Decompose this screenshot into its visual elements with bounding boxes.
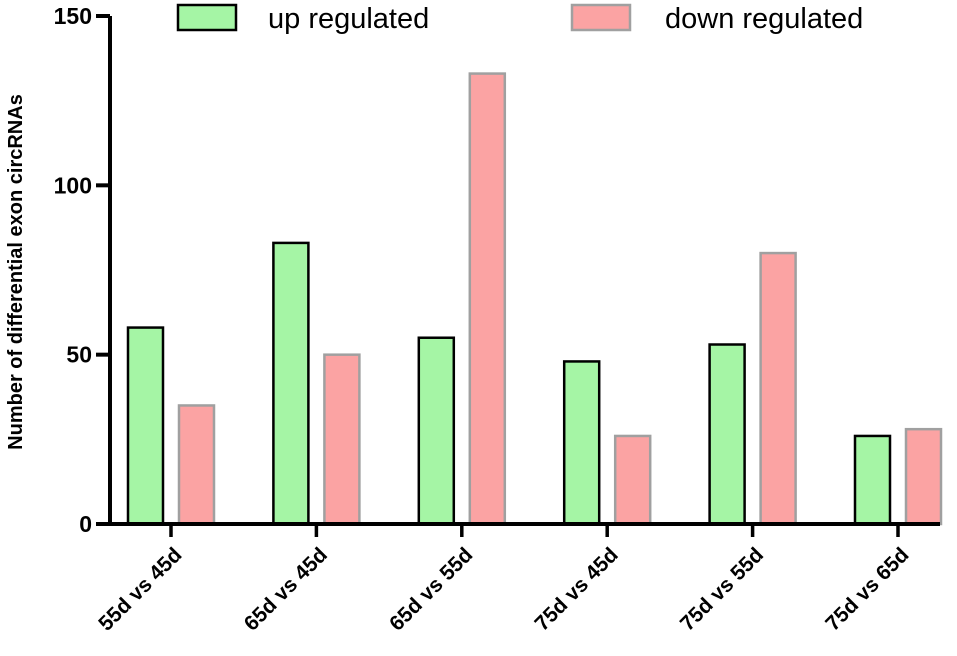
bar-down-5 [759,251,797,526]
plot-area: 0 50 100 150 55d vs 45d 65d vs 45d 65d vs 55d 7… [54,3,943,635]
legend-swatch-down [570,3,632,32]
x-tick-label-6: 75d vs 65d [821,543,913,635]
bar-up-2 [272,241,310,526]
bar-up-1 [126,326,165,526]
bar-up-4 [562,360,601,526]
bar-down-6 [904,427,943,526]
bar-down-2 [323,353,361,526]
x-tick-label-1: 55d vs 45d [94,543,186,635]
x-tick-label-2: 65d vs 45d [240,543,332,635]
bar-up-6 [853,434,892,526]
x-tick-label-5: 75d vs 55d [676,543,768,635]
bar-down-4 [613,434,652,526]
y-tick-label-50: 50 [66,342,92,368]
x-tick-label-3: 65d vs 55d [385,543,477,635]
bar-down-1 [177,404,216,526]
legend-label-up: up regulated [268,3,429,35]
y-axis-title: Number of differential exon circRNAs [5,94,27,450]
legend-label-down: down regulated [665,3,863,35]
y-tick-label-150: 150 [54,3,92,29]
y-tick-label-100: 100 [54,172,92,198]
bar-down-3 [468,72,507,526]
legend-swatch-up [176,3,238,32]
y-tick-label-0: 0 [79,511,92,537]
x-tick-label-4: 75d vs 45d [531,543,623,635]
bar-up-3 [417,336,456,526]
bar-up-5 [708,343,746,526]
legend: up regulated down regulated [176,3,863,35]
